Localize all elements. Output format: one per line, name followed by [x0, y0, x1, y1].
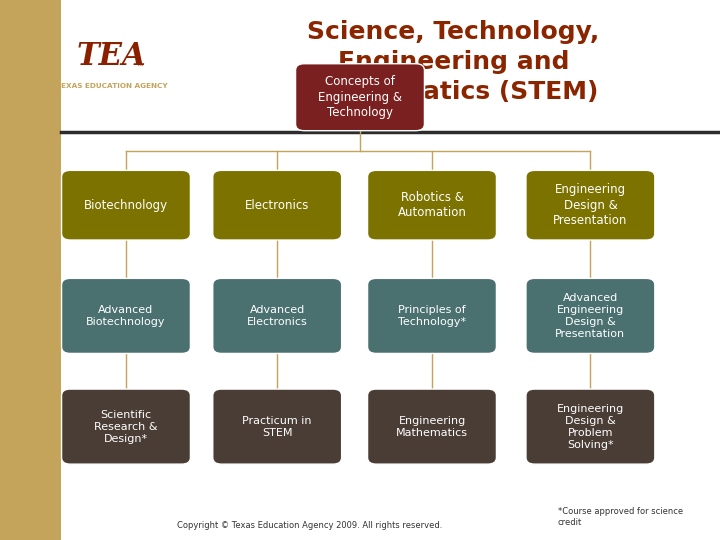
FancyBboxPatch shape — [213, 389, 341, 464]
Text: ™: ™ — [136, 63, 145, 72]
Text: Robotics &
Automation: Robotics & Automation — [397, 191, 467, 219]
FancyBboxPatch shape — [526, 171, 655, 240]
FancyBboxPatch shape — [526, 279, 655, 354]
Text: Concepts of
Engineering &
Technology: Concepts of Engineering & Technology — [318, 75, 402, 119]
Text: *Course approved for science
credit: *Course approved for science credit — [558, 507, 683, 528]
FancyBboxPatch shape — [526, 389, 655, 464]
FancyBboxPatch shape — [213, 171, 341, 240]
FancyBboxPatch shape — [367, 389, 497, 464]
FancyBboxPatch shape — [61, 279, 190, 354]
FancyBboxPatch shape — [296, 64, 424, 131]
Text: Copyright © Texas Education Agency 2009. All rights reserved.: Copyright © Texas Education Agency 2009.… — [177, 522, 442, 530]
FancyBboxPatch shape — [61, 0, 720, 132]
FancyBboxPatch shape — [0, 0, 61, 540]
Text: Engineering
Mathematics: Engineering Mathematics — [396, 416, 468, 437]
Text: Advanced
Electronics: Advanced Electronics — [247, 305, 307, 327]
FancyBboxPatch shape — [367, 171, 497, 240]
Text: Advanced
Biotechnology: Advanced Biotechnology — [86, 305, 166, 327]
Text: Advanced
Engineering
Design &
Presentation: Advanced Engineering Design & Presentati… — [555, 293, 626, 339]
Text: TEXAS EDUCATION AGENCY: TEXAS EDUCATION AGENCY — [55, 83, 168, 90]
Text: Science, Technology,
Engineering and
Mathematics (STEM): Science, Technology, Engineering and Mat… — [307, 21, 600, 104]
Text: Electronics: Electronics — [245, 199, 310, 212]
Text: TEA: TEA — [77, 41, 146, 72]
Text: Principles of
Technology*: Principles of Technology* — [398, 305, 466, 327]
FancyBboxPatch shape — [213, 279, 341, 354]
Text: Engineering
Design &
Presentation: Engineering Design & Presentation — [553, 183, 628, 227]
Text: Practicum in
STEM: Practicum in STEM — [243, 416, 312, 437]
Text: Biotechnology: Biotechnology — [84, 199, 168, 212]
FancyBboxPatch shape — [61, 389, 190, 464]
Text: Engineering
Design &
Problem
Solving*: Engineering Design & Problem Solving* — [557, 403, 624, 450]
FancyBboxPatch shape — [367, 279, 497, 354]
Text: Scientific
Research &
Design*: Scientific Research & Design* — [94, 410, 158, 443]
FancyBboxPatch shape — [61, 171, 190, 240]
